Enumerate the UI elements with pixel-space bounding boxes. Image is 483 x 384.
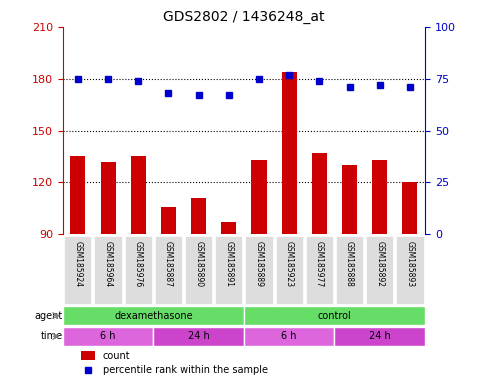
Title: GDS2802 / 1436248_at: GDS2802 / 1436248_at xyxy=(163,10,325,25)
FancyBboxPatch shape xyxy=(63,306,244,325)
Text: GSM185890: GSM185890 xyxy=(194,241,203,287)
Text: GSM185923: GSM185923 xyxy=(284,241,294,287)
Text: GSM185887: GSM185887 xyxy=(164,241,173,287)
Text: 24 h: 24 h xyxy=(188,331,210,341)
Text: 24 h: 24 h xyxy=(369,331,391,341)
Text: GSM185924: GSM185924 xyxy=(73,241,83,287)
FancyBboxPatch shape xyxy=(63,327,154,346)
Text: dexamethasone: dexamethasone xyxy=(114,311,193,321)
Text: 6 h: 6 h xyxy=(282,331,297,341)
FancyBboxPatch shape xyxy=(245,236,272,304)
FancyBboxPatch shape xyxy=(366,236,393,304)
FancyBboxPatch shape xyxy=(64,236,91,304)
Bar xyxy=(282,72,297,234)
Bar xyxy=(131,156,146,234)
FancyBboxPatch shape xyxy=(185,236,212,304)
Text: GSM185977: GSM185977 xyxy=(315,241,324,288)
Bar xyxy=(161,207,176,234)
FancyBboxPatch shape xyxy=(125,236,152,304)
Text: GSM185976: GSM185976 xyxy=(134,241,143,288)
Bar xyxy=(312,153,327,234)
FancyBboxPatch shape xyxy=(95,236,122,304)
FancyBboxPatch shape xyxy=(397,236,424,304)
Bar xyxy=(402,182,417,234)
Bar xyxy=(221,222,236,234)
Bar xyxy=(100,162,115,234)
Text: GSM185893: GSM185893 xyxy=(405,241,414,287)
Text: GSM185892: GSM185892 xyxy=(375,241,384,287)
FancyBboxPatch shape xyxy=(306,236,333,304)
Bar xyxy=(372,160,387,234)
Text: control: control xyxy=(318,311,351,321)
Text: GSM185888: GSM185888 xyxy=(345,241,354,287)
FancyBboxPatch shape xyxy=(244,306,425,325)
Bar xyxy=(191,198,206,234)
FancyBboxPatch shape xyxy=(215,236,242,304)
Text: count: count xyxy=(103,351,130,361)
Bar xyxy=(71,156,85,234)
Text: time: time xyxy=(41,331,63,341)
Bar xyxy=(252,160,267,234)
FancyBboxPatch shape xyxy=(276,236,303,304)
Text: GSM185964: GSM185964 xyxy=(103,241,113,288)
Text: GSM185891: GSM185891 xyxy=(224,241,233,287)
FancyBboxPatch shape xyxy=(244,327,334,346)
Text: 6 h: 6 h xyxy=(100,331,116,341)
FancyBboxPatch shape xyxy=(154,327,244,346)
FancyBboxPatch shape xyxy=(155,236,182,304)
FancyBboxPatch shape xyxy=(336,236,363,304)
Text: agent: agent xyxy=(35,311,63,321)
Bar xyxy=(342,165,357,234)
Bar xyxy=(81,351,96,360)
FancyBboxPatch shape xyxy=(334,327,425,346)
Text: GSM185889: GSM185889 xyxy=(255,241,264,287)
Text: percentile rank within the sample: percentile rank within the sample xyxy=(103,366,268,376)
